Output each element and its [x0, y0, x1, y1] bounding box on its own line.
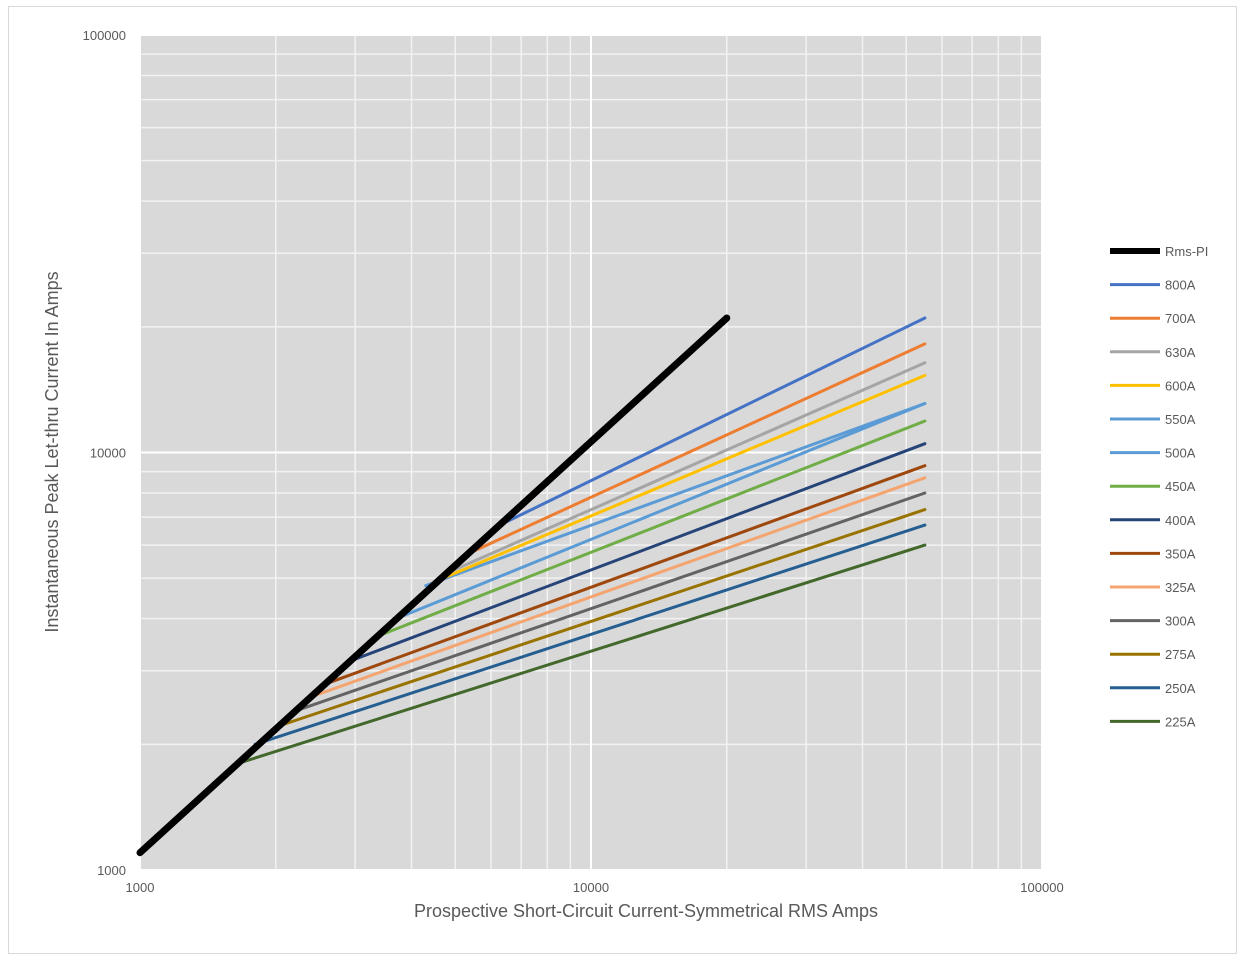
legend-label-350a: 350A: [1165, 546, 1196, 561]
series-line-rms-pi: [136, 314, 731, 857]
legend-label-300a: 300A: [1165, 614, 1196, 629]
x-axis-ticks: 1000 10000 100000: [126, 880, 1064, 895]
series-line-700a: [465, 342, 927, 556]
legend-label-500a: 500A: [1165, 446, 1196, 461]
series-line-800a: [492, 316, 927, 530]
y-tick-label: 1000: [97, 863, 126, 878]
y-tick-label: 100000: [83, 28, 126, 43]
y-tick-label: 10000: [90, 446, 126, 461]
series-line-300a: [292, 491, 927, 713]
legend-label-rms-pi: Rms-PI: [1165, 244, 1208, 259]
series-line-450a: [372, 419, 927, 640]
series-line-275a: [274, 508, 927, 729]
legend-label-275a: 275A: [1165, 647, 1196, 662]
legend-label-400a: 400A: [1165, 513, 1196, 528]
legend-label-550a: 550A: [1165, 412, 1196, 427]
series-line-325a: [310, 476, 927, 699]
legend-label-700a: 700A: [1165, 311, 1196, 326]
legend-label-630a: 630A: [1165, 345, 1196, 360]
x-axis-title: Prospective Short-Circuit Current-Symmet…: [414, 901, 878, 921]
series-line-630a: [449, 361, 927, 573]
y-axis-ticks: 1000 10000 100000: [83, 28, 126, 878]
y-axis-title: Instantaneous Peak Let-thru Current In A…: [42, 271, 62, 632]
chart-frame: [8, 6, 1237, 954]
legend-label-450a: 450A: [1165, 479, 1196, 494]
series-line-550a: [424, 402, 927, 588]
series-line-250a: [253, 523, 927, 746]
x-tick-label: 100000: [1020, 880, 1063, 895]
series-line-500a: [394, 402, 927, 621]
series-line-225a: [236, 543, 927, 765]
legend-label-250a: 250A: [1165, 681, 1196, 696]
series-layer: [136, 314, 927, 857]
series-line-400a: [353, 442, 927, 661]
legend-label-600a: 600A: [1165, 378, 1196, 393]
legend: Rms-PI 800A 700A 630A 600A 550A 500A 450A 400A 35…: [1110, 244, 1208, 729]
x-tick-label: 1000: [126, 880, 155, 895]
legend-label-225a: 225A: [1165, 714, 1196, 729]
grid-major: [139, 34, 1043, 871]
legend-label-325a: 325A: [1165, 580, 1196, 595]
series-line-600a: [433, 373, 927, 584]
x-tick-label: 10000: [573, 880, 609, 895]
legend-label-800a: 800A: [1165, 278, 1196, 293]
series-line-350a: [325, 464, 927, 685]
